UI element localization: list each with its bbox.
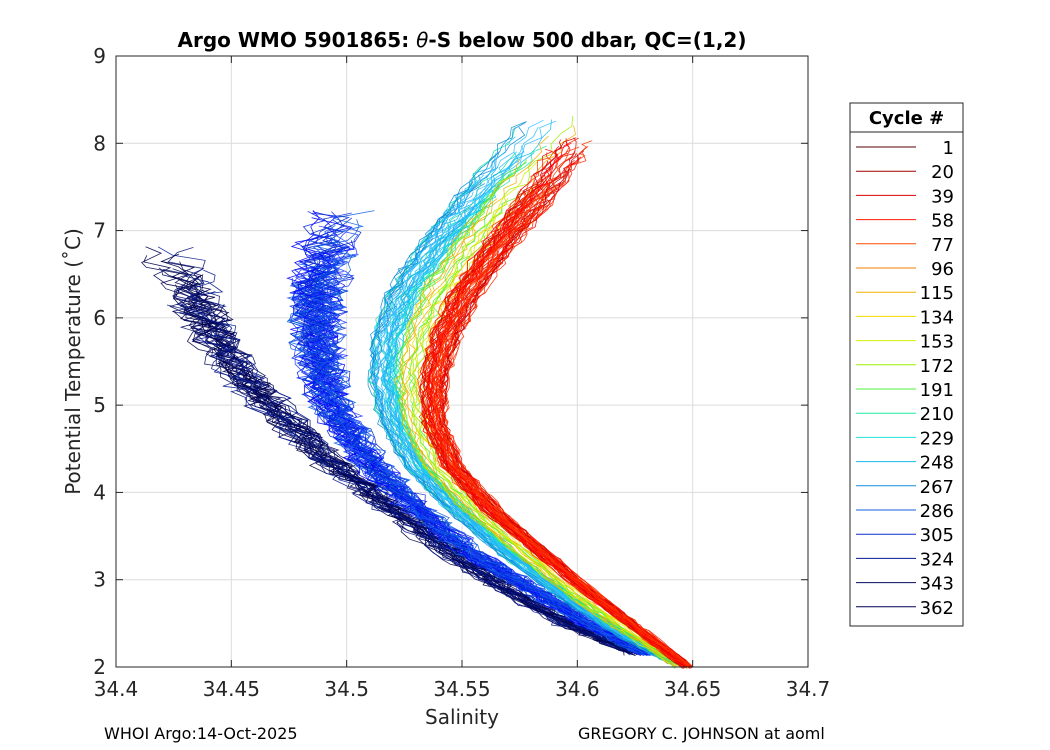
profile-line bbox=[158, 267, 638, 655]
profile-line bbox=[300, 217, 644, 654]
profile-line bbox=[369, 122, 670, 664]
legend-label: 1 bbox=[943, 138, 954, 159]
profile-line bbox=[440, 184, 692, 668]
profile-line bbox=[405, 161, 680, 666]
legend-title: Cycle # bbox=[869, 108, 944, 129]
chart-title: Argo WMO 5901865: θ-S below 500 dbar, QC… bbox=[178, 28, 747, 52]
legend-label: 210 bbox=[920, 404, 954, 425]
profile-line bbox=[411, 204, 682, 668]
footer-credit-left: WHOI Argo:14-Oct-2025 bbox=[104, 724, 298, 743]
profile-line bbox=[293, 212, 644, 653]
y-tick-label: 7 bbox=[93, 219, 106, 243]
series-bundle bbox=[141, 246, 646, 656]
legend-label: 39 bbox=[931, 186, 954, 207]
y-tick-label: 4 bbox=[93, 480, 106, 504]
profile-line bbox=[380, 166, 675, 664]
profile-line bbox=[179, 311, 631, 656]
series-bundle bbox=[286, 210, 659, 656]
profile-line bbox=[295, 270, 649, 656]
legend-label: 267 bbox=[920, 477, 954, 498]
profile-line bbox=[395, 190, 676, 669]
profile-line bbox=[419, 188, 684, 668]
axis-ticks: 34.4 34.45 34.5 34.55 34.6 34.65 34.7 2 3 4 5 6 7 8 9 bbox=[93, 44, 830, 701]
x-tick-label: 34.65 bbox=[664, 677, 721, 701]
legend-label: 191 bbox=[920, 380, 954, 401]
profile-line bbox=[173, 284, 636, 656]
profile-line bbox=[408, 212, 682, 668]
profile-line bbox=[427, 138, 686, 667]
x-tick-label: 34.45 bbox=[203, 677, 260, 701]
x-tick-label: 34.4 bbox=[94, 677, 139, 701]
legend-label: 324 bbox=[920, 549, 954, 570]
profile-line bbox=[316, 254, 650, 656]
legend-label: 229 bbox=[920, 428, 954, 449]
profile-line bbox=[304, 211, 639, 653]
legend-label: 134 bbox=[920, 307, 954, 328]
profile-line bbox=[412, 197, 684, 669]
legend-label: 172 bbox=[920, 356, 954, 377]
profile-line bbox=[288, 263, 643, 655]
y-tick-label: 9 bbox=[93, 44, 106, 68]
series-group bbox=[141, 115, 694, 669]
footer-credit-right: GREGORY C. JOHNSON at aoml bbox=[578, 724, 825, 743]
legend-label: 115 bbox=[920, 283, 954, 304]
x-tick-label: 34.7 bbox=[786, 677, 831, 701]
y-tick-label: 3 bbox=[93, 568, 106, 592]
y-tick-label: 6 bbox=[93, 306, 106, 330]
y-tick-label: 5 bbox=[93, 393, 106, 417]
legend-label: 58 bbox=[931, 211, 954, 232]
profile-line bbox=[373, 136, 673, 663]
profile-line bbox=[419, 189, 685, 669]
y-tick-label: 2 bbox=[93, 655, 106, 679]
legend-label: 343 bbox=[920, 574, 954, 595]
legend-label: 96 bbox=[931, 259, 954, 280]
profile-line bbox=[183, 274, 630, 654]
legend-label: 305 bbox=[920, 525, 954, 546]
profile-line bbox=[187, 269, 636, 655]
profile-line bbox=[290, 254, 643, 653]
legend: Cycle # 1 20 39 58 77 96 115 134 153 172 191 210 229 2… bbox=[849, 102, 964, 627]
legend-label: 77 bbox=[931, 235, 954, 256]
profile-line bbox=[434, 189, 689, 667]
profile-line bbox=[286, 210, 648, 656]
legend-label: 286 bbox=[920, 501, 954, 522]
series-bundle bbox=[367, 119, 680, 665]
profile-line bbox=[286, 263, 643, 654]
legend-label: 20 bbox=[931, 162, 954, 183]
legend-label: 248 bbox=[920, 453, 954, 474]
y-axis-label: Potential Temperature (˚C) bbox=[61, 228, 85, 495]
x-tick-label: 34.5 bbox=[324, 677, 369, 701]
legend-label: 362 bbox=[920, 598, 954, 619]
profile-line bbox=[394, 217, 678, 668]
profile-line bbox=[310, 254, 653, 655]
profile-line bbox=[287, 283, 648, 656]
legend-label: 153 bbox=[920, 332, 954, 353]
x-tick-label: 34.6 bbox=[555, 677, 600, 701]
profile-line bbox=[442, 145, 693, 669]
profile-line bbox=[309, 292, 653, 655]
x-tick-label: 34.55 bbox=[433, 677, 490, 701]
x-axis-label: Salinity bbox=[425, 705, 499, 729]
profile-line bbox=[426, 189, 689, 668]
series-bundle bbox=[417, 137, 694, 669]
profile-line bbox=[435, 205, 690, 668]
y-tick-label: 8 bbox=[93, 131, 106, 155]
